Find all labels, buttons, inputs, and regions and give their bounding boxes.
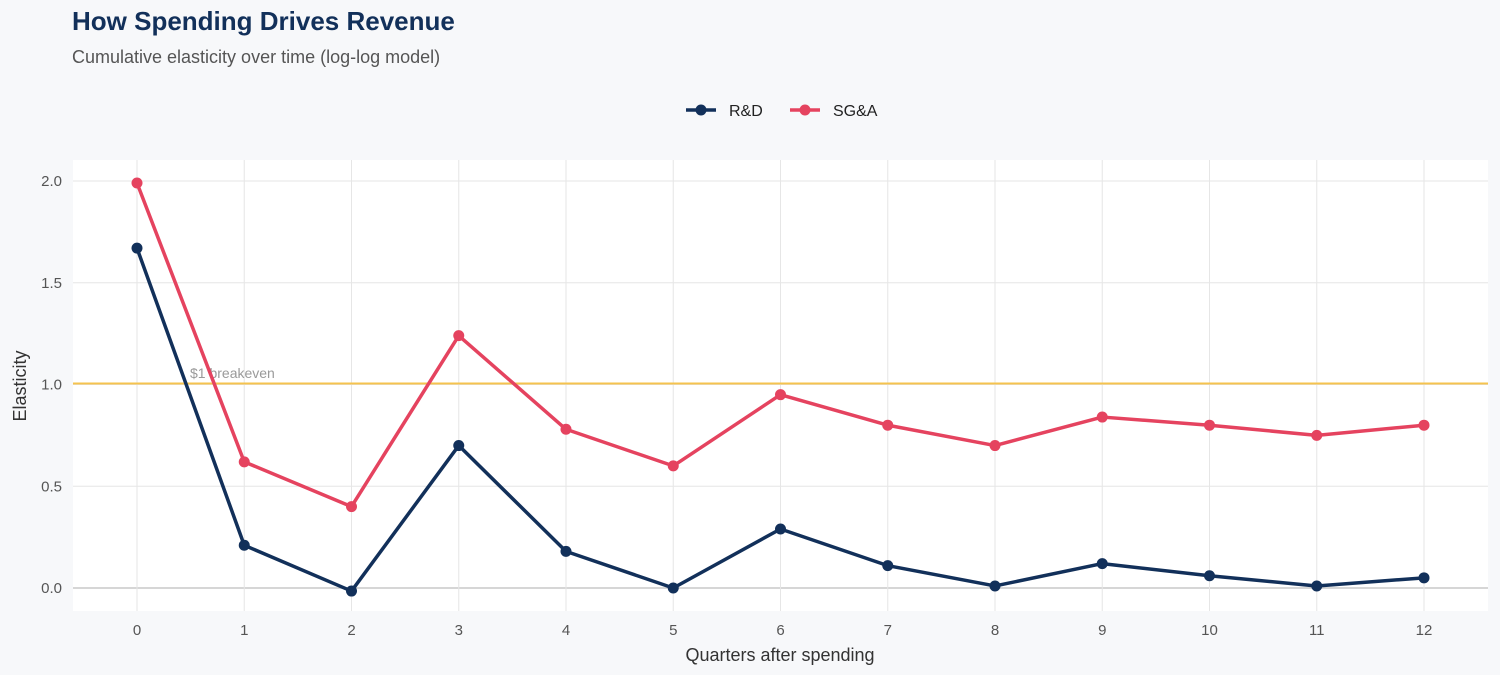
- x-tick-label: 2: [347, 622, 355, 639]
- data-point: [667, 582, 679, 594]
- data-point: [882, 419, 894, 431]
- y-tick-label: 1.0: [41, 377, 62, 394]
- data-point: [1204, 419, 1215, 431]
- y-axis-label: Elasticity: [10, 350, 30, 421]
- breakeven-label: $1 breakeven: [190, 365, 275, 381]
- data-point: [1096, 558, 1108, 570]
- x-tick-label: 3: [455, 622, 463, 639]
- data-point: [560, 545, 572, 557]
- x-tick-label: 6: [776, 622, 784, 639]
- x-tick-label: 7: [884, 622, 892, 639]
- y-tick-label: 0.5: [41, 478, 62, 495]
- data-point: [131, 242, 143, 254]
- x-tick-label: 12: [1416, 622, 1433, 639]
- data-point: [131, 177, 143, 189]
- data-point: [1311, 580, 1323, 592]
- legend-swatch-point: [799, 104, 811, 116]
- legend-label: SG&A: [833, 103, 878, 120]
- legend-item: SG&A: [790, 103, 878, 120]
- x-tick-label: 9: [1098, 622, 1106, 639]
- data-point: [1418, 419, 1430, 431]
- data-point: [238, 456, 250, 468]
- chart-title: How Spending Drives Revenue: [72, 6, 455, 36]
- data-point: [238, 539, 250, 551]
- y-tick-label: 0.0: [41, 580, 62, 597]
- data-point: [346, 501, 357, 513]
- x-tick-label: 11: [1309, 622, 1325, 639]
- data-point: [775, 523, 786, 535]
- data-point: [453, 440, 465, 452]
- data-point: [1418, 572, 1430, 584]
- data-point: [453, 330, 465, 342]
- y-tick-label: 1.5: [41, 275, 62, 292]
- x-axis-label: Quarters after spending: [685, 645, 874, 665]
- x-tick-label: 5: [669, 622, 677, 639]
- y-tick-label: 2.0: [41, 173, 62, 190]
- x-tick-label: 8: [991, 622, 999, 639]
- x-tick-label: 4: [562, 622, 570, 639]
- legend-label: R&D: [729, 103, 763, 120]
- chart-subtitle: Cumulative elasticity over time (log-log…: [72, 47, 441, 67]
- x-tick-label: 1: [240, 622, 248, 639]
- data-point: [775, 389, 786, 401]
- data-point: [346, 585, 357, 597]
- data-point: [1204, 570, 1215, 582]
- x-tick-label: 0: [133, 622, 141, 639]
- legend-swatch-point: [695, 104, 707, 116]
- x-tick-label: 10: [1201, 622, 1218, 639]
- data-point: [882, 560, 894, 572]
- legend-item: R&D: [686, 103, 763, 120]
- data-point: [989, 580, 1001, 592]
- data-point: [667, 460, 679, 472]
- data-point: [560, 423, 572, 435]
- data-point: [1311, 429, 1323, 441]
- data-point: [1096, 411, 1108, 423]
- data-point: [989, 440, 1001, 452]
